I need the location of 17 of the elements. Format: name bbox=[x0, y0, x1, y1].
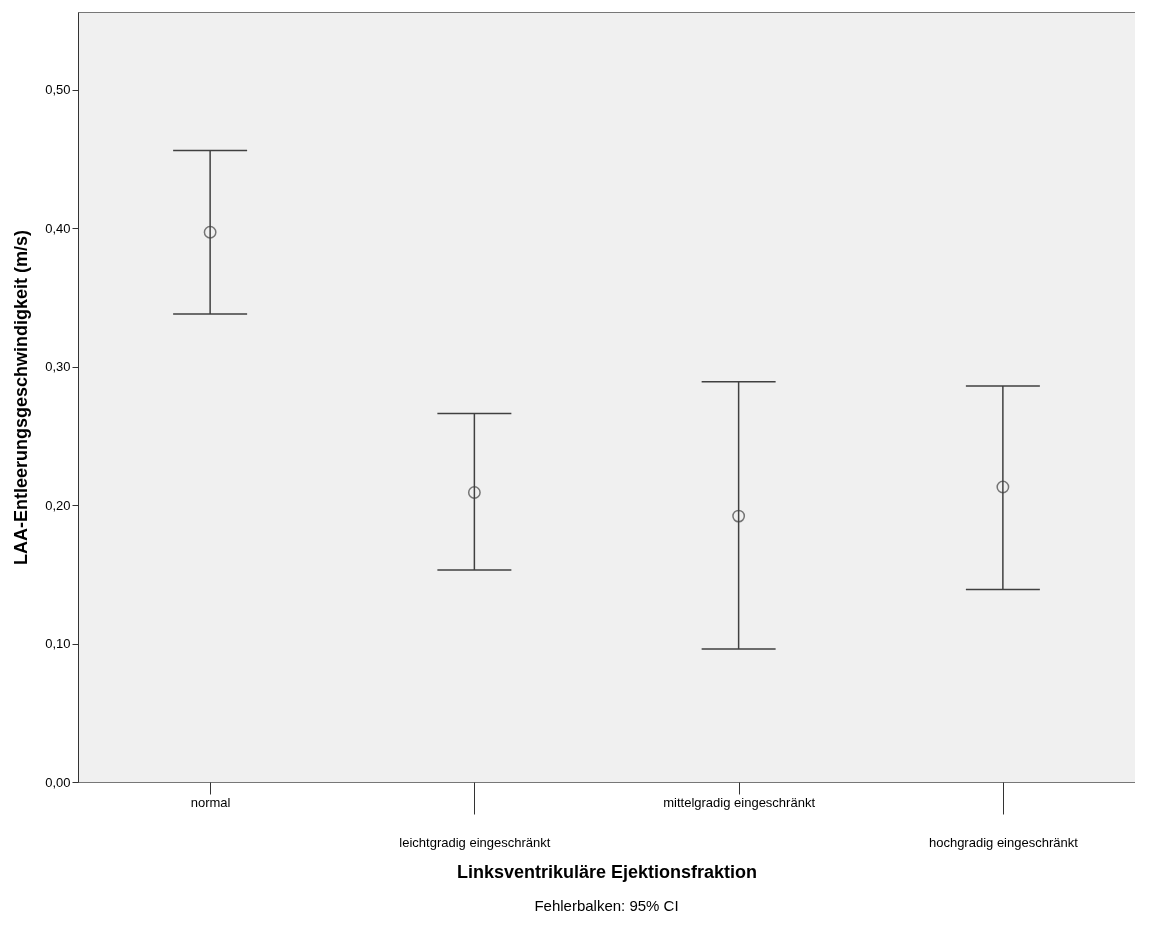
point bbox=[203, 225, 217, 239]
x-tick-label: mittelgradig eingeschränkt bbox=[663, 794, 816, 810]
y-tick-label: 0,00 bbox=[45, 774, 71, 790]
x-tick-label: normal bbox=[190, 794, 231, 810]
y-tick-label: 0,20 bbox=[45, 497, 71, 513]
y-tick-label: 0,50 bbox=[45, 82, 71, 98]
point bbox=[732, 509, 746, 523]
point bbox=[467, 486, 481, 499]
point bbox=[996, 480, 1010, 494]
x-tick-label: leichtgradig eingeschränkt bbox=[399, 834, 551, 850]
x-tick-label: hochgradig eingeschränkt bbox=[928, 834, 1079, 850]
x-axis-title: Linksventrikuläre Ejektionsfraktion bbox=[456, 861, 758, 882]
text: Fehlerbalken: 95% CI bbox=[534, 897, 679, 914]
y-tick-label: 0,30 bbox=[45, 359, 71, 375]
y-axis-title: LAA-Entleerungsgeschwindigkeit (m/s) bbox=[11, 229, 32, 566]
y-tick-label: 0,40 bbox=[45, 220, 71, 236]
y-tick-label: 0,10 bbox=[45, 636, 71, 652]
